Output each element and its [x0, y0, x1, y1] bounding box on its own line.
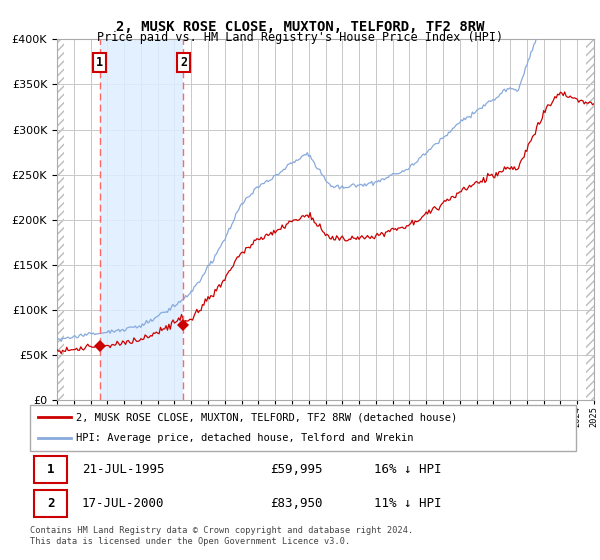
Bar	[34, 456, 67, 483]
Text: 1: 1	[96, 56, 103, 69]
Bar	[100, 39, 184, 400]
Text: £83,950: £83,950	[270, 497, 323, 510]
Bar	[57, 39, 64, 400]
Text: HPI: Average price, detached house, Telford and Wrekin: HPI: Average price, detached house, Telf…	[76, 433, 414, 444]
Text: 2, MUSK ROSE CLOSE, MUXTON, TELFORD, TF2 8RW (detached house): 2, MUSK ROSE CLOSE, MUXTON, TELFORD, TF2…	[76, 412, 458, 422]
Text: 16% ↓ HPI: 16% ↓ HPI	[374, 463, 442, 476]
Text: £59,995: £59,995	[270, 463, 323, 476]
Bar	[34, 491, 67, 517]
Text: 11% ↓ HPI: 11% ↓ HPI	[374, 497, 442, 510]
Text: 21-JUL-1995: 21-JUL-1995	[82, 463, 164, 476]
Text: 2, MUSK ROSE CLOSE, MUXTON, TELFORD, TF2 8RW: 2, MUSK ROSE CLOSE, MUXTON, TELFORD, TF2…	[116, 20, 484, 34]
Text: Price paid vs. HM Land Registry's House Price Index (HPI): Price paid vs. HM Land Registry's House …	[97, 31, 503, 44]
Bar	[586, 39, 594, 400]
Text: 1: 1	[47, 463, 55, 476]
Text: 2: 2	[180, 56, 187, 69]
Text: 17-JUL-2000: 17-JUL-2000	[82, 497, 164, 510]
Text: Contains HM Land Registry data © Crown copyright and database right 2024.
This d: Contains HM Land Registry data © Crown c…	[30, 526, 413, 546]
Text: 2: 2	[47, 497, 55, 510]
